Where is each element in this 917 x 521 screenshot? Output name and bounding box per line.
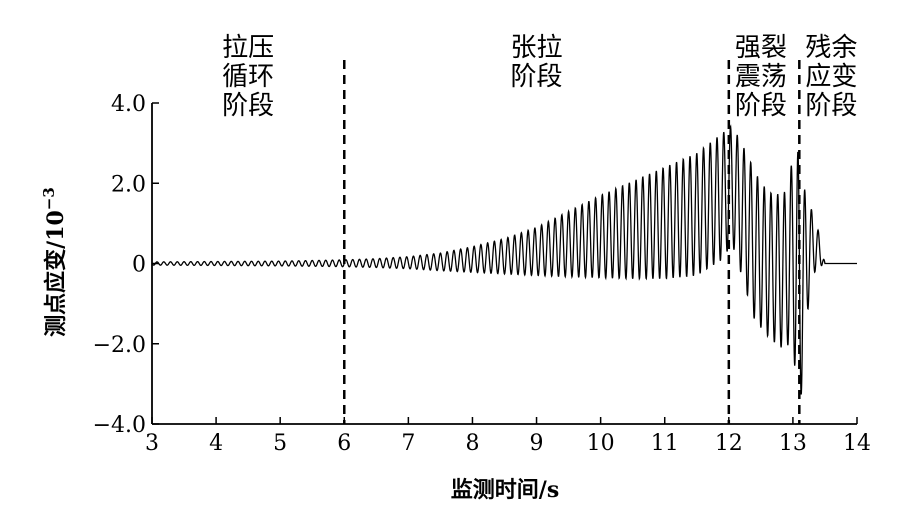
- phase-label: 张拉: [511, 33, 563, 63]
- y-tick-label: 4.0: [111, 92, 146, 117]
- x-tick-label: 12: [715, 431, 743, 456]
- plot-axes: [151, 103, 857, 425]
- phase-label: 阶段: [511, 62, 563, 92]
- phase-label: 应变: [805, 62, 857, 92]
- x-ticks: 3 4 5 6 7 8 9 10 11 12 13 14: [145, 417, 871, 456]
- x-tick-label: 7: [401, 431, 415, 456]
- y-tick-label: −2.0: [93, 333, 146, 358]
- phase-label: 强裂: [735, 33, 787, 63]
- x-axis-title: 监测时间/s: [451, 477, 559, 503]
- x-tick-label: 11: [651, 431, 679, 456]
- x-tick-label: 8: [465, 431, 479, 456]
- x-tick-label: 14: [843, 431, 871, 456]
- strain-series-line: [151, 124, 857, 395]
- phase-label: 阶段: [735, 91, 787, 121]
- x-tick-label: 6: [337, 431, 351, 456]
- x-tick-label: 9: [530, 431, 544, 456]
- x-tick-label: 5: [273, 431, 287, 456]
- phase-label: 阶段: [222, 91, 274, 121]
- phase-label: 阶段: [805, 91, 857, 121]
- x-tick-label: 13: [779, 431, 807, 456]
- phase-label: 循环: [222, 62, 274, 92]
- x-tick-label: 4: [209, 431, 223, 456]
- x-tick-label: 3: [145, 431, 159, 456]
- y-tick-label: 2.0: [111, 172, 146, 197]
- x-tick-label: 10: [587, 431, 615, 456]
- y-tick-label: 0: [132, 253, 146, 278]
- y-axis-title-base: 测点应变/10: [43, 210, 69, 337]
- phase-label: 拉压: [222, 33, 274, 63]
- y-tick-label: −4.0: [93, 413, 146, 438]
- phase-label: 震荡: [735, 62, 787, 92]
- y-axis-title-exponent: −3: [40, 187, 58, 210]
- phase-label: 残余: [805, 33, 857, 63]
- y-axis-title: 测点应变/10−3: [40, 187, 69, 337]
- phase-boundaries: [343, 60, 801, 424]
- y-ticks: −4.0 −2.0 0 2.0 4.0: [93, 92, 159, 438]
